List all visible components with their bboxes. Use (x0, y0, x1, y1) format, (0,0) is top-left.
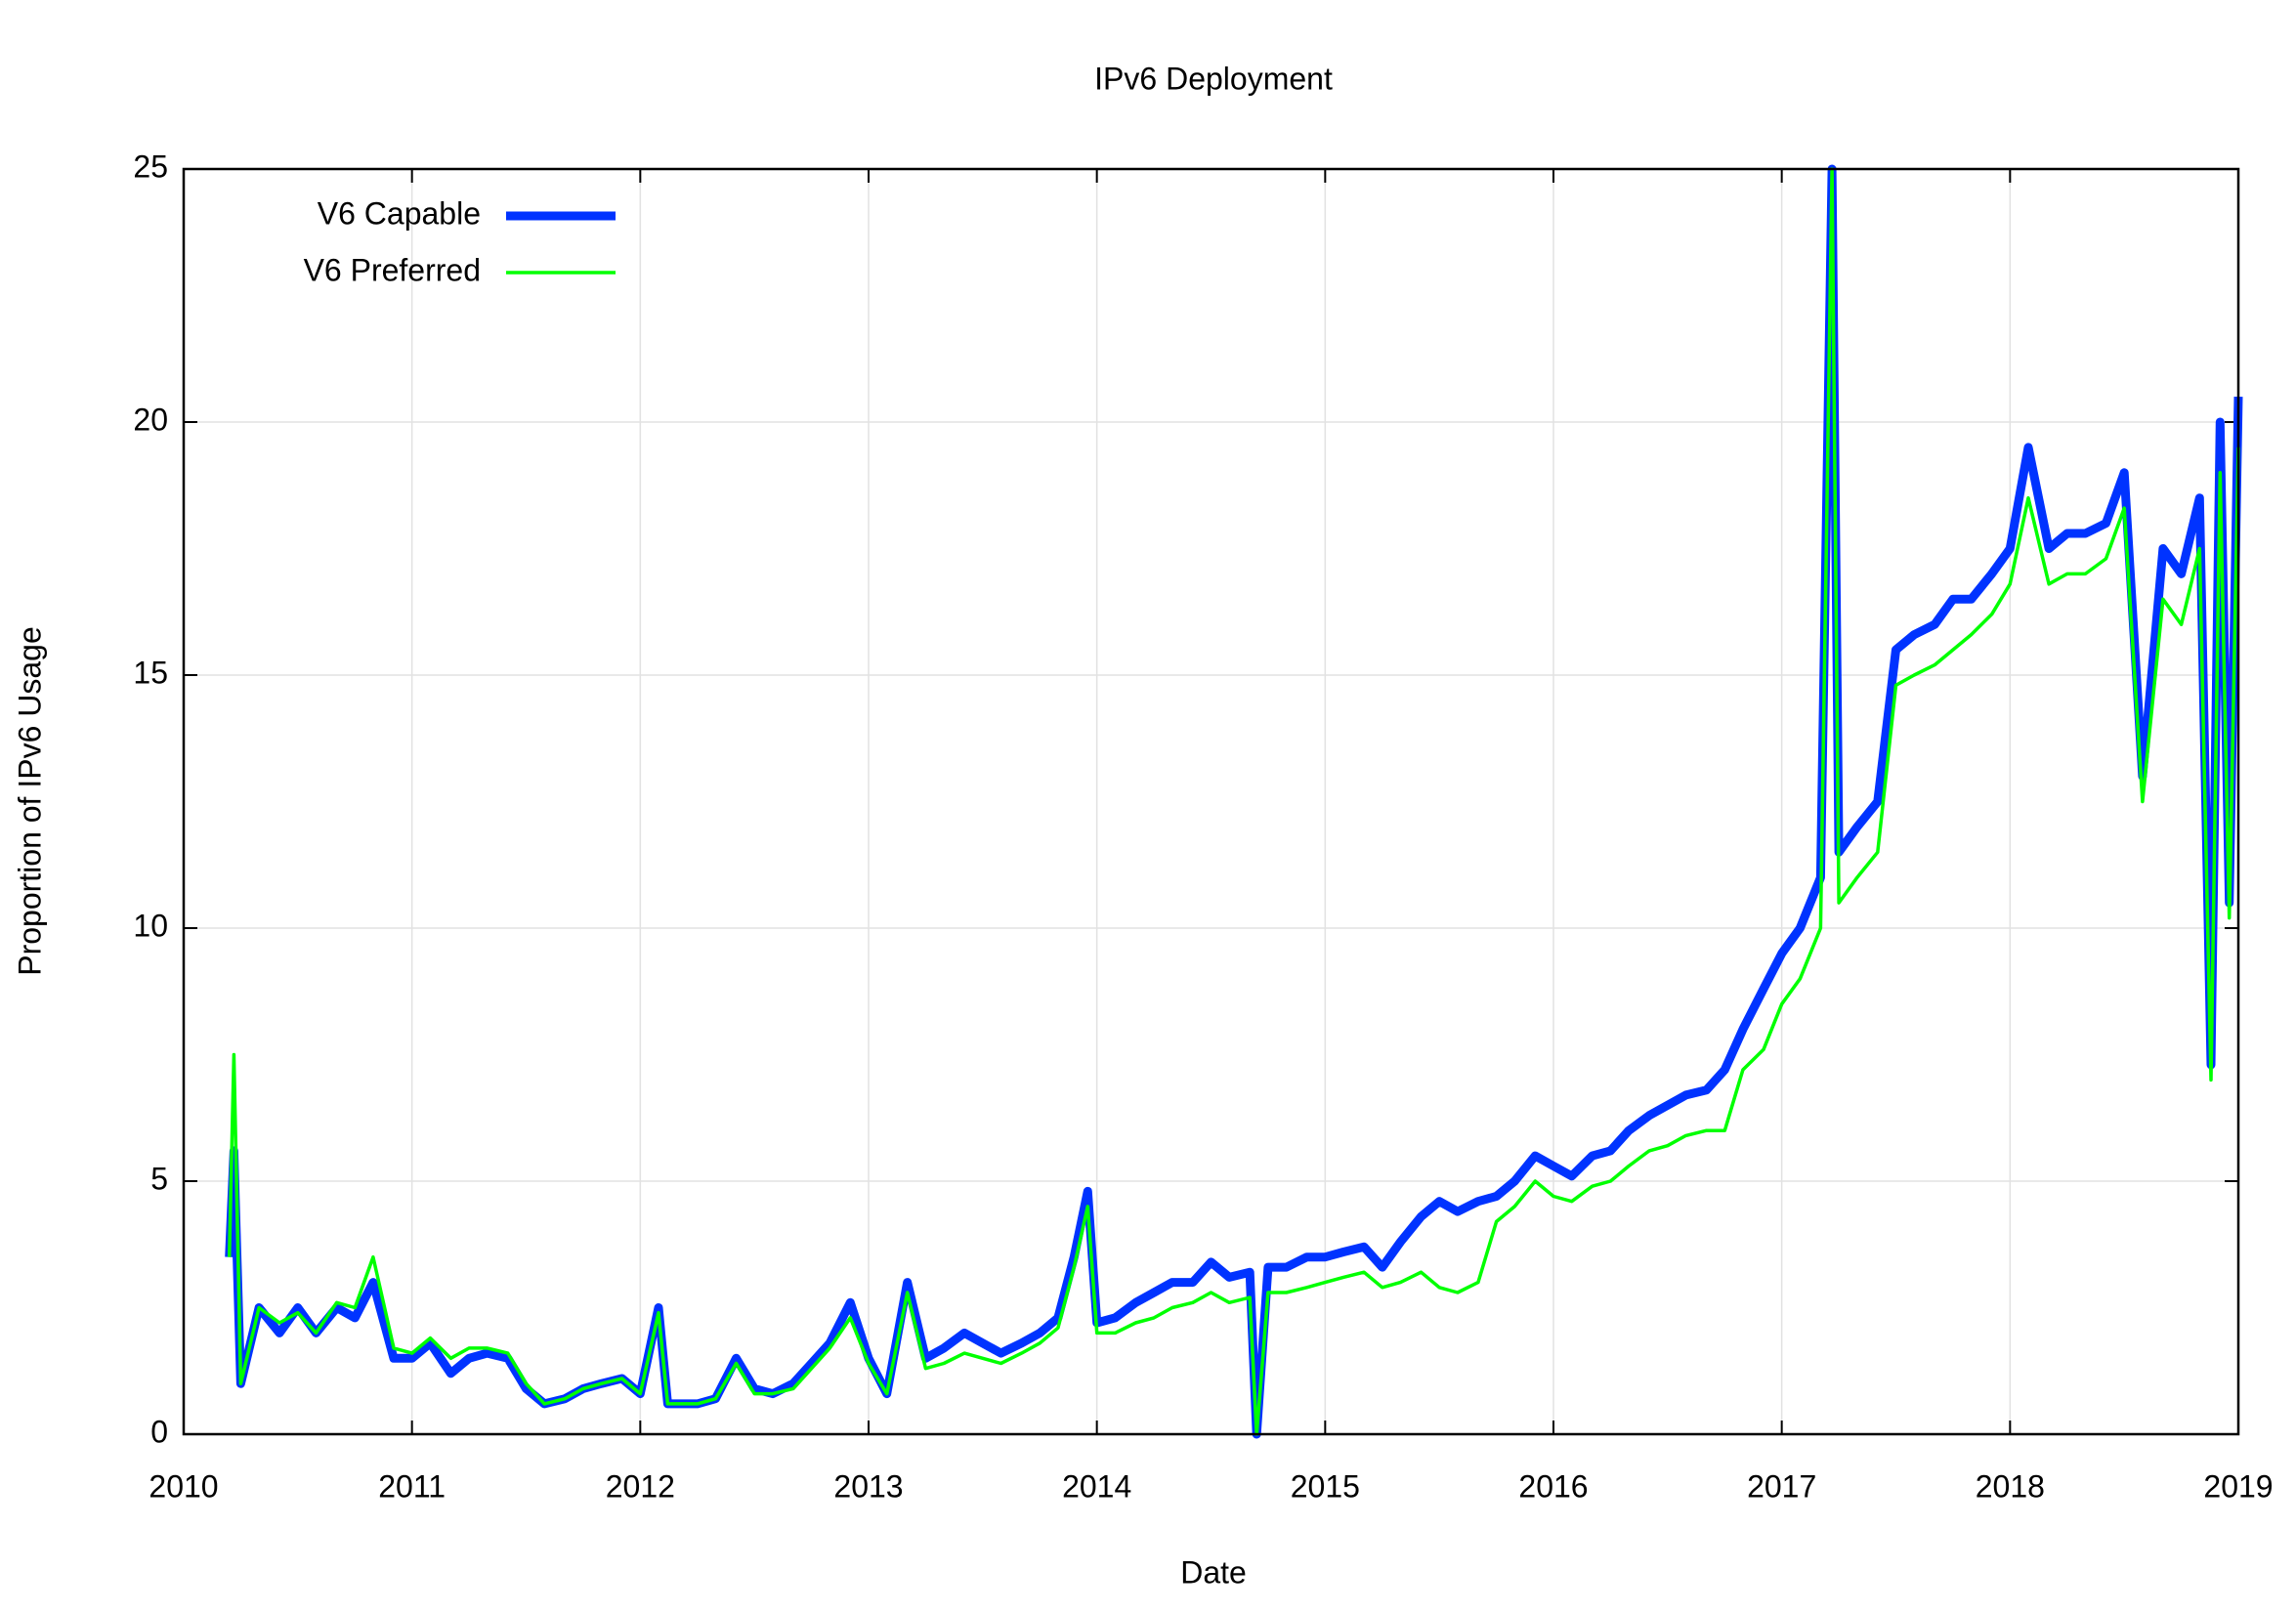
x-tick-label: 2015 (1291, 1468, 1360, 1504)
x-tick-label: 2016 (1518, 1468, 1588, 1504)
y-tick-label: 10 (133, 908, 168, 943)
legend-label: V6 Capable (318, 195, 481, 231)
plot-frame (182, 167, 2240, 1436)
series-line (225, 164, 2243, 1439)
x-tick-label: 2019 (2203, 1468, 2273, 1504)
x-tick-label: 2010 (149, 1468, 218, 1504)
y-tick-label: 15 (133, 655, 168, 690)
y-tick-label: 20 (133, 402, 168, 437)
legend-label: V6 Preferred (304, 252, 481, 287)
x-tick-label: 2012 (606, 1468, 675, 1504)
x-tick-label: 2013 (833, 1468, 903, 1504)
x-tick-label: 2018 (1976, 1468, 2045, 1504)
x-tick-label: 2014 (1062, 1468, 1131, 1504)
y-tick-label: 5 (150, 1161, 168, 1196)
y-axis-label: Proportion of IPv6 Usage (12, 626, 47, 976)
x-axis-label: Date (1180, 1554, 1247, 1590)
chart-title: IPv6 Deployment (1094, 61, 1333, 96)
x-tick-label: 2011 (378, 1468, 446, 1504)
y-tick-label: 25 (133, 148, 168, 184)
x-tick-label: 2017 (1747, 1468, 1816, 1504)
y-tick-label: 0 (150, 1414, 168, 1449)
series-line (227, 167, 2240, 1436)
